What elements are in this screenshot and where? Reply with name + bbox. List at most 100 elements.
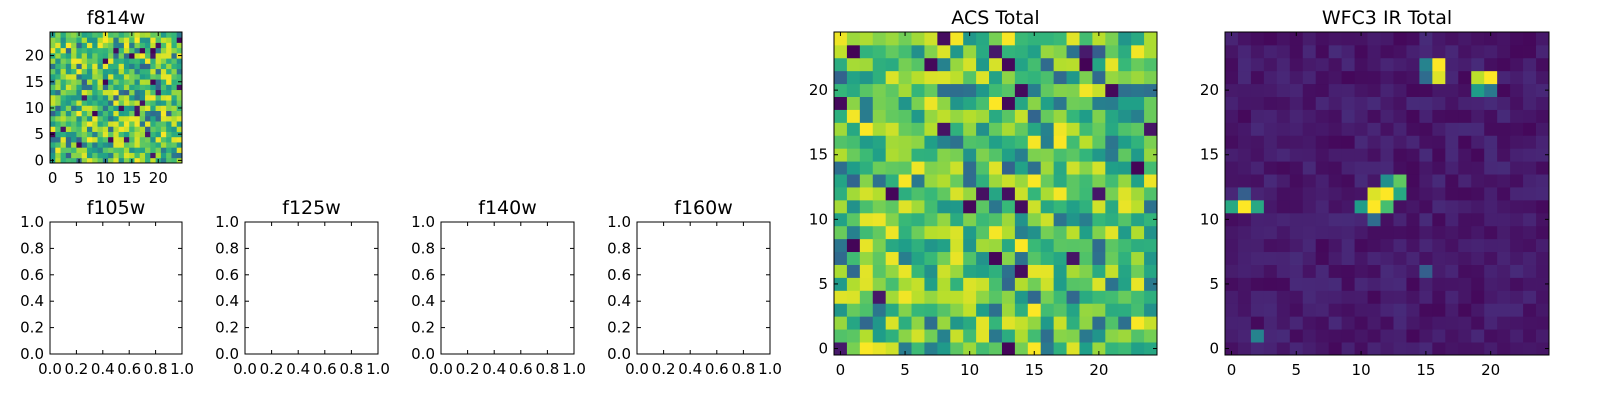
- heatmap-cell: [113, 58, 120, 64]
- heatmap-cell: [963, 57, 977, 72]
- heatmap-cell: [1250, 174, 1265, 188]
- heatmap-cell: [1105, 199, 1119, 214]
- heatmap-cell: [989, 70, 1003, 85]
- heatmap-cell: [1014, 329, 1029, 343]
- heatmap-cell: [50, 115, 56, 122]
- heatmap-cell: [129, 121, 135, 127]
- heatmap-cell: [963, 70, 977, 85]
- heatmap-cell: [872, 212, 887, 227]
- heatmap-cell: [102, 42, 109, 49]
- heatmap-cell: [86, 121, 93, 127]
- heatmap-cell: [1419, 122, 1433, 136]
- heatmap-cell: [118, 37, 125, 43]
- heatmap-cell: [1458, 199, 1472, 214]
- heatmap-cell: [1118, 303, 1132, 317]
- y-tick-label: 0.4: [607, 292, 631, 310]
- x-tick-label: 0.4: [482, 360, 506, 378]
- heatmap-cell: [1302, 122, 1317, 136]
- heatmap-cell: [1393, 109, 1407, 123]
- heatmap-cell: [108, 42, 114, 49]
- heatmap-cell: [1289, 199, 1304, 214]
- heatmap-cell: [160, 131, 167, 138]
- heatmap-cell: [950, 212, 964, 227]
- heatmap-cell: [155, 58, 162, 64]
- heatmap-cell: [1237, 148, 1252, 162]
- heatmap-cell: [92, 73, 98, 80]
- heatmap-cell: [1393, 44, 1407, 59]
- heatmap-cell: [176, 58, 183, 64]
- heatmap-cell: [1092, 187, 1106, 201]
- heatmap-cell: [1393, 342, 1407, 356]
- heatmap-cell: [1484, 277, 1498, 291]
- heatmap-cell: [145, 89, 151, 96]
- heatmap-cell: [1393, 329, 1407, 343]
- heatmap-cell: [1510, 174, 1524, 188]
- y-tick-label: 0.2: [20, 319, 44, 337]
- heatmap-cell: [1027, 277, 1042, 291]
- heatmap-cell: [1014, 109, 1029, 123]
- y-tick-label: 10: [25, 99, 44, 117]
- y-tick-label: 0.6: [20, 266, 44, 284]
- heatmap-cell: [1040, 83, 1055, 97]
- heatmap-cell: [1001, 32, 1016, 46]
- heatmap-cell: [950, 342, 964, 356]
- heatmap-cell: [1484, 109, 1498, 123]
- heatmap-cell: [1536, 32, 1550, 46]
- heatmap-cell: [1367, 277, 1381, 291]
- heatmap-cell: [1354, 238, 1368, 253]
- heatmap-cell: [166, 89, 172, 96]
- heatmap-cell: [150, 79, 156, 85]
- heatmap-cell: [102, 94, 109, 101]
- heatmap-cell: [1066, 238, 1080, 253]
- heatmap-cell: [1406, 316, 1420, 330]
- heatmap-cell: [846, 135, 861, 149]
- heatmap-cell: [1276, 96, 1291, 110]
- xticks-f125w: 0.0 0.2 0.4 0.6 0.8 1.0: [233, 222, 390, 378]
- y-tick-label: 0.0: [215, 345, 239, 363]
- heatmap-cell: [1131, 57, 1145, 72]
- heatmap-cell: [134, 147, 141, 153]
- heatmap-cell: [97, 58, 104, 64]
- heatmap-cell: [1040, 199, 1055, 214]
- heatmap-cell: [1001, 135, 1016, 149]
- heatmap-cell: [176, 142, 183, 148]
- heatmap-cell: [1354, 329, 1368, 343]
- heatmap-cell: [166, 32, 172, 38]
- heatmap-cell: [129, 47, 135, 54]
- heatmap-cell: [123, 37, 130, 43]
- heatmap-cell: [1419, 83, 1433, 97]
- heatmap-cell: [885, 96, 899, 110]
- heatmap-cell: [92, 58, 98, 64]
- heatmap-cell: [846, 96, 861, 110]
- heatmap-cell: [1510, 109, 1524, 123]
- heatmap-cell: [859, 174, 874, 188]
- heatmap-cell: [160, 37, 167, 43]
- y-tick-label: 5: [1209, 275, 1219, 293]
- heatmap-cell: [1092, 57, 1106, 72]
- heatmap-cell: [911, 122, 925, 136]
- heatmap-cell: [1066, 316, 1080, 330]
- heatmap-cell: [1432, 212, 1446, 227]
- heatmap-cell: [1131, 32, 1145, 46]
- y-tick-label: 0.0: [20, 345, 44, 363]
- heatmap-cell: [1053, 83, 1067, 97]
- heatmap-cell: [113, 115, 120, 122]
- heatmap-cell: [166, 52, 172, 59]
- heatmap-cell: [86, 105, 93, 111]
- heatmap-cell: [1066, 70, 1080, 85]
- heatmap-cell: [150, 142, 156, 148]
- heatmap-cell: [102, 110, 109, 117]
- heatmap-cell: [1144, 264, 1158, 278]
- heatmap-cell: [1053, 212, 1067, 227]
- heatmap-cell: [1118, 251, 1132, 265]
- y-tick-label: 15: [25, 73, 44, 91]
- heatmap-cell: [885, 70, 899, 85]
- heatmap-cell: [1471, 225, 1485, 240]
- x-tick-label: 0.6: [117, 360, 141, 378]
- heatmap-cell: [81, 147, 88, 153]
- heatmap-cell: [1053, 199, 1067, 214]
- heatmap-cell: [129, 147, 135, 153]
- heatmap-cell: [1536, 96, 1550, 110]
- heatmap-cell: [1263, 199, 1278, 214]
